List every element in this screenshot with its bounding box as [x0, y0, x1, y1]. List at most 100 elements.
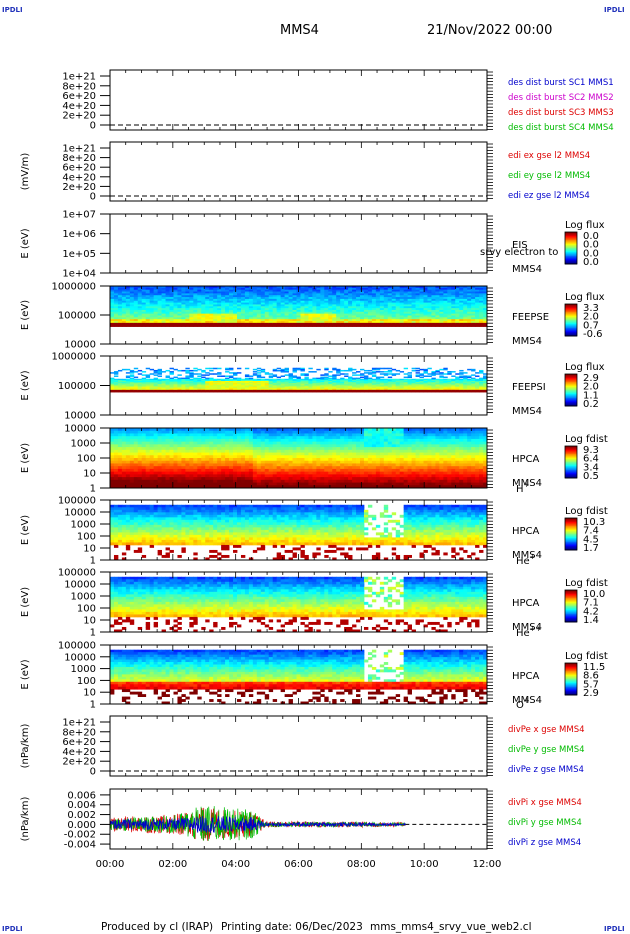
- panel-4-pixel: [268, 315, 274, 318]
- panel-6-pixel: [193, 458, 198, 462]
- panel-4-pixel: [248, 306, 254, 309]
- panel-6-pixel: [110, 474, 115, 478]
- panel-4-pixel: [292, 311, 297, 315]
- panel-6-pixel: [292, 438, 297, 443]
- panel-4-pixel: [181, 304, 186, 307]
- panel-6-pixel: [169, 466, 174, 470]
- panel-6-pixel: [209, 474, 214, 478]
- panel-5-pixel: [117, 369, 123, 372]
- panel-5-pixel: [209, 390, 214, 393]
- panel-4-pixel: [240, 315, 246, 318]
- panel-4-pixel: [340, 287, 345, 291]
- panel-5-pixel: [399, 383, 405, 385]
- panel-5-pixel: [411, 384, 416, 386]
- panel-5-pixel: [296, 386, 301, 389]
- panel-6-pixel: [153, 436, 159, 440]
- panel-4-pixel: [197, 315, 202, 318]
- panel-6-pixel: [177, 482, 182, 486]
- panel-4-pixel: [300, 286, 305, 289]
- panel-6-pixel: [149, 485, 155, 489]
- panel-4-pixel: [121, 317, 127, 320]
- panel-5-pixel: [443, 373, 448, 375]
- panel-5-pixel: [260, 389, 266, 392]
- panel-5-pixel: [328, 390, 333, 393]
- panel-4-colorbar-cell: [565, 332, 577, 334]
- panel-4-pixel: [304, 289, 309, 292]
- panel-5-pixel: [284, 369, 289, 372]
- panel-6-pixel: [137, 452, 143, 456]
- panel-6-pixel: [157, 471, 162, 475]
- panel-5-pixel: [244, 384, 250, 386]
- panel-5-colorbar-cell: [565, 399, 577, 402]
- panel-5-pixel: [360, 390, 365, 393]
- panel-5-pixel: [332, 375, 337, 377]
- panel-5-pixel: [407, 388, 412, 391]
- panel-5-pixel: [340, 385, 345, 387]
- panel-4-pixel: [181, 308, 186, 311]
- panel-4-pixel: [233, 319, 238, 322]
- panel-5-pixel: [312, 383, 317, 385]
- panel-5-pixel: [411, 387, 416, 390]
- panel-5-pixel: [213, 390, 218, 393]
- panel-6-pixel: [185, 463, 190, 467]
- panel-4-pixel: [439, 322, 444, 326]
- panel-6-pixel: [308, 458, 313, 462]
- panel-5-pixel: [320, 380, 325, 383]
- panel-4-pixel: [360, 297, 365, 300]
- panel-5-pixel: [137, 380, 143, 383]
- panel-5-pixel: [463, 377, 468, 380]
- panel-4-pixel: [149, 293, 155, 296]
- panel-6-pixel: [189, 458, 194, 462]
- panel-4-pixel: [463, 293, 468, 296]
- panel-6-pixel: [129, 471, 135, 475]
- panel-5-pixel: [451, 384, 456, 386]
- panel-4-pixel: [221, 286, 226, 289]
- panel-6-pixel: [272, 441, 278, 445]
- panel-6-pixel: [217, 468, 222, 473]
- panel-5-pixel: [316, 384, 321, 386]
- panel-4-pixel: [280, 311, 286, 315]
- panel-4-pixel: [268, 322, 274, 326]
- panel-5-pixel: [451, 388, 456, 391]
- panel-4-pixel: [256, 317, 262, 320]
- panel-4-pixel: [225, 298, 230, 302]
- panel-5-pixel: [217, 390, 222, 393]
- panel-4-pixel: [439, 309, 444, 313]
- panel-4-pixel: [387, 291, 393, 294]
- panel-5-pixel: [225, 375, 230, 377]
- panel-6-pixel: [256, 428, 262, 432]
- panel-6-pixel: [110, 449, 115, 453]
- panel-4-pixel: [399, 311, 405, 315]
- panel-5-pixel: [193, 387, 198, 390]
- panel-5-pixel: [332, 384, 337, 386]
- panel-4-pixel: [240, 306, 246, 309]
- panel-6-pixel: [189, 449, 194, 453]
- panel-4-pixel: [153, 321, 159, 324]
- panel-4-pixel: [336, 297, 341, 300]
- panel-5-pixel: [371, 382, 377, 384]
- panel-4-pixel: [443, 311, 448, 315]
- panel-6-pixel: [308, 455, 313, 459]
- panel-6-pixel: [260, 482, 266, 486]
- panel-4-pixel: [427, 319, 432, 322]
- panel-5-pixel: [352, 374, 357, 376]
- panel-4-pixel: [363, 324, 369, 327]
- panel-6-pixel: [165, 428, 170, 432]
- panel-4-pixel: [340, 317, 345, 320]
- panel-4-pixel: [129, 302, 135, 305]
- panel-4-pixel: [229, 321, 234, 324]
- panel-6-pixel: [145, 436, 151, 440]
- panel-6-pixel: [121, 455, 127, 459]
- panel-5-pixel: [300, 369, 305, 372]
- panel-6-pixel: [229, 471, 234, 475]
- panel-4-pixel: [324, 289, 329, 292]
- panel-5-pixel: [177, 374, 182, 376]
- panel-4-pixel: [189, 302, 194, 305]
- panel-4-pixel: [324, 308, 329, 311]
- panel-6-pixel: [252, 438, 258, 443]
- panel-5-pixel: [451, 378, 456, 381]
- panel-5-pixel: [348, 382, 353, 384]
- panel-5-pixel: [209, 387, 214, 390]
- panel-4-pixel: [348, 324, 353, 327]
- panel-5-pixel: [117, 378, 123, 381]
